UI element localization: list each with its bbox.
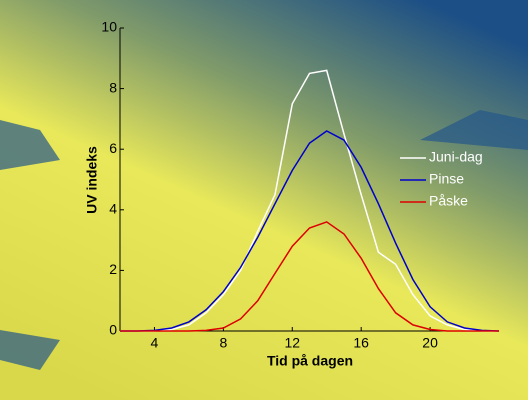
x-tick-label: 8 [219,335,227,351]
y-tick-label: 4 [109,201,117,217]
y-tick-label: 8 [109,79,117,95]
y-tick-label: 0 [109,322,117,338]
x-axis-label: Tid på dagen [267,353,353,369]
y-tick-label: 2 [109,261,117,277]
x-tick-label: 12 [284,335,300,351]
y-tick-label: 6 [109,140,117,156]
x-tick-label: 20 [422,335,438,351]
x-tick-label: 4 [151,335,159,351]
y-axis-label: UV indeks [84,146,100,214]
x-tick-label: 16 [353,335,369,351]
y-tick-label: 10 [101,19,117,35]
chart: Tid på dagen UV indeks 0 2 4 6 8 10 4 8 12 16 20 Ju… [0,0,528,400]
legend-label: Pinse [429,171,464,187]
legend-label: Påske [429,193,468,209]
legend-label: Juni-dag [429,149,483,165]
